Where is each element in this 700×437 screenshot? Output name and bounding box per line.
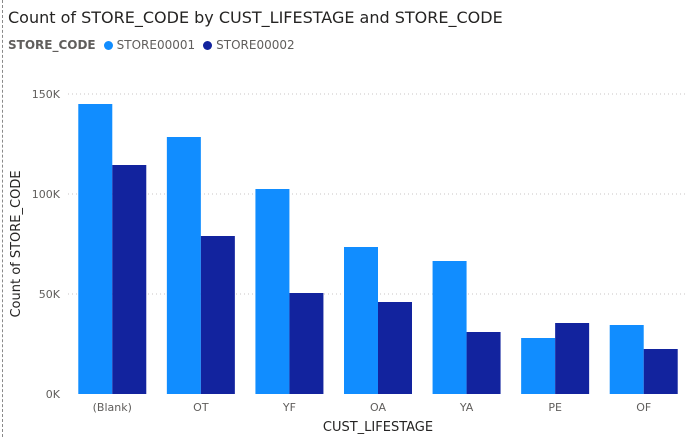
bar-store00002-oa[interactable] <box>378 302 412 394</box>
bar-store00002-of[interactable] <box>643 349 678 394</box>
x-tick-label: (Blank) <box>93 401 132 414</box>
bar-store00002-ya[interactable] <box>466 332 501 394</box>
legend-swatch-store00002 <box>203 40 213 50</box>
chart-title: Count of STORE_CODE by CUST_LIFESTAGE an… <box>8 8 503 27</box>
legend-item-store00001[interactable]: STORE00001 <box>103 38 196 52</box>
x-axis-title: CUST_LIFESTAGE <box>323 420 433 435</box>
y-axis-title: Count of STORE_CODE <box>9 170 24 317</box>
legend-label-store00002: STORE00002 <box>216 38 295 52</box>
legend-item-store00002[interactable]: STORE00002 <box>203 38 295 52</box>
bar-store00002-yf[interactable] <box>289 293 324 394</box>
x-tick-label: PE <box>548 401 562 414</box>
bar-store00002-pe[interactable] <box>555 323 590 394</box>
legend-swatch-store00001 <box>103 40 113 50</box>
bar-store00002-blank[interactable] <box>112 165 147 394</box>
x-tick-label: OA <box>370 401 386 414</box>
bar-store00001-of[interactable] <box>609 325 644 394</box>
bar-store00001-pe[interactable] <box>521 338 556 394</box>
bar-store00001-ot[interactable] <box>166 137 201 394</box>
x-tick-label: OT <box>193 401 209 414</box>
legend-title: STORE_CODE <box>8 38 96 52</box>
bar-store00001-yf[interactable] <box>255 189 290 394</box>
x-tick-label: OF <box>636 401 651 414</box>
bar-store00001-blank[interactable] <box>78 104 113 394</box>
x-tick-label: YA <box>459 401 474 414</box>
bar-store00001-oa[interactable] <box>344 247 378 394</box>
bar-store00001-ya[interactable] <box>432 261 467 394</box>
x-tick-label: YF <box>282 401 296 414</box>
y-tick-label: 100K <box>32 188 61 201</box>
y-tick-label: 50K <box>39 288 61 301</box>
legend-label-store00001: STORE00001 <box>116 38 196 52</box>
bar-store00002-ot[interactable] <box>200 236 235 394</box>
visual-border <box>2 0 3 437</box>
y-tick-label: 150K <box>32 88 61 101</box>
legend: STORE_CODE STORE00001 STORE00002 <box>8 38 303 52</box>
y-tick-label: 0K <box>46 388 61 401</box>
